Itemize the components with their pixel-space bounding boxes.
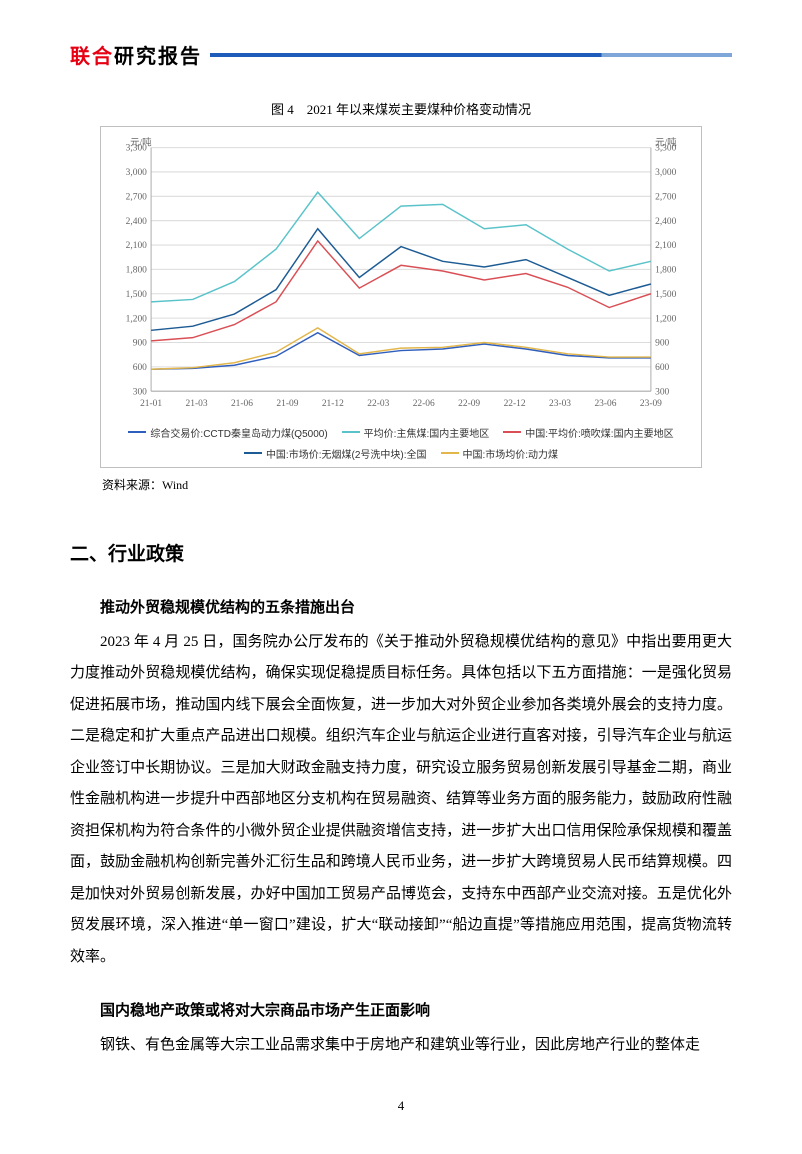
svg-text:3,000: 3,000 (655, 168, 677, 178)
logo: 联合研究报告 (70, 40, 202, 69)
svg-text:23-06: 23-06 (594, 399, 616, 409)
legend-label: 平均价:主焦煤:国内主要地区 (364, 425, 490, 440)
svg-text:21-03: 21-03 (186, 399, 208, 409)
svg-text:1,200: 1,200 (655, 314, 677, 324)
svg-text:2,400: 2,400 (655, 217, 677, 227)
svg-text:300: 300 (133, 387, 147, 397)
svg-text:21-06: 21-06 (231, 399, 253, 409)
svg-text:1,800: 1,800 (655, 266, 677, 276)
chart-source: 资料来源：Wind (102, 476, 702, 493)
legend-swatch (244, 452, 262, 454)
paragraph-real-estate: 钢铁、有色金属等大宗工业品需求集中于房地产和建筑业等行业，因此房地产行业的整体走 (70, 1030, 732, 1062)
legend-item: 平均价:主焦煤:国内主要地区 (342, 425, 490, 440)
page-number: 4 (70, 1098, 732, 1114)
svg-text:2,700: 2,700 (126, 192, 148, 202)
section-2-heading: 二、行业政策 (70, 539, 732, 566)
legend-item: 中国:平均价:喷吹煤:国内主要地区 (503, 425, 673, 440)
legend-swatch (128, 431, 146, 433)
svg-text:23-03: 23-03 (549, 399, 571, 409)
legend-label: 中国:市场价:无烟煤(2号洗中块):全国 (266, 446, 427, 461)
logo-black: 研究报告 (114, 46, 202, 68)
svg-text:2,400: 2,400 (126, 217, 148, 227)
svg-text:22-06: 22-06 (413, 399, 435, 409)
line-chart: 300 300 600 600 900 900 1,200 1,200 1,500 1,500 1,… (107, 135, 695, 419)
legend-item: 中国:市场均价:动力煤 (441, 446, 559, 461)
svg-text:21-01: 21-01 (140, 399, 162, 409)
svg-text:1,500: 1,500 (655, 290, 677, 300)
chart-container: 300 300 600 600 900 900 1,200 1,200 1,500 1,500 1,… (100, 126, 702, 468)
subheading-trade-measures: 推动外贸稳规模优结构的五条措施出台 (70, 596, 732, 617)
svg-text:1,500: 1,500 (126, 290, 148, 300)
svg-text:22-12: 22-12 (504, 399, 526, 409)
svg-text:元/吨: 元/吨 (655, 137, 677, 149)
svg-text:21-09: 21-09 (276, 399, 298, 409)
svg-text:1,800: 1,800 (126, 266, 148, 276)
legend-item: 中国:市场价:无烟煤(2号洗中块):全国 (244, 446, 427, 461)
chart-title: 图 4 2021 年以来煤炭主要煤种价格变动情况 (100, 99, 702, 118)
legend-label: 综合交易价:CCTD秦皇岛动力煤(Q5000) (150, 425, 327, 440)
svg-text:22-03: 22-03 (367, 399, 389, 409)
svg-text:2,100: 2,100 (126, 241, 148, 251)
svg-text:2,700: 2,700 (655, 192, 677, 202)
subheading-real-estate: 国内稳地产政策或将对大宗商品市场产生正面影响 (70, 999, 732, 1020)
svg-text:300: 300 (655, 387, 669, 397)
paragraph-trade-measures: 2023 年 4 月 25 日，国务院办公厅发布的《关于推动外贸稳规模优结构的意… (70, 627, 732, 974)
svg-text:600: 600 (655, 363, 669, 373)
header-rule (210, 53, 732, 57)
svg-text:900: 900 (655, 339, 669, 349)
svg-text:元/吨: 元/吨 (130, 137, 152, 149)
legend-swatch (342, 431, 360, 433)
legend-label: 中国:市场均价:动力煤 (463, 446, 559, 461)
svg-text:2,100: 2,100 (655, 241, 677, 251)
legend-swatch (503, 431, 521, 433)
legend-swatch (441, 452, 459, 454)
svg-text:3,000: 3,000 (126, 168, 148, 178)
svg-text:23-09: 23-09 (640, 399, 662, 409)
svg-text:900: 900 (133, 339, 147, 349)
figure-4: 图 4 2021 年以来煤炭主要煤种价格变动情况 300 300 600 600 900… (100, 99, 702, 493)
svg-text:600: 600 (133, 363, 147, 373)
chart-legend: 综合交易价:CCTD秦皇岛动力煤(Q5000)平均价:主焦煤:国内主要地区中国:… (107, 419, 695, 463)
logo-red: 联合 (70, 46, 114, 68)
legend-label: 中国:平均价:喷吹煤:国内主要地区 (525, 425, 673, 440)
legend-item: 综合交易价:CCTD秦皇岛动力煤(Q5000) (128, 425, 327, 440)
svg-text:21-12: 21-12 (322, 399, 344, 409)
page-header: 联合研究报告 (70, 40, 732, 69)
svg-text:1,200: 1,200 (126, 314, 148, 324)
svg-text:22-09: 22-09 (458, 399, 480, 409)
